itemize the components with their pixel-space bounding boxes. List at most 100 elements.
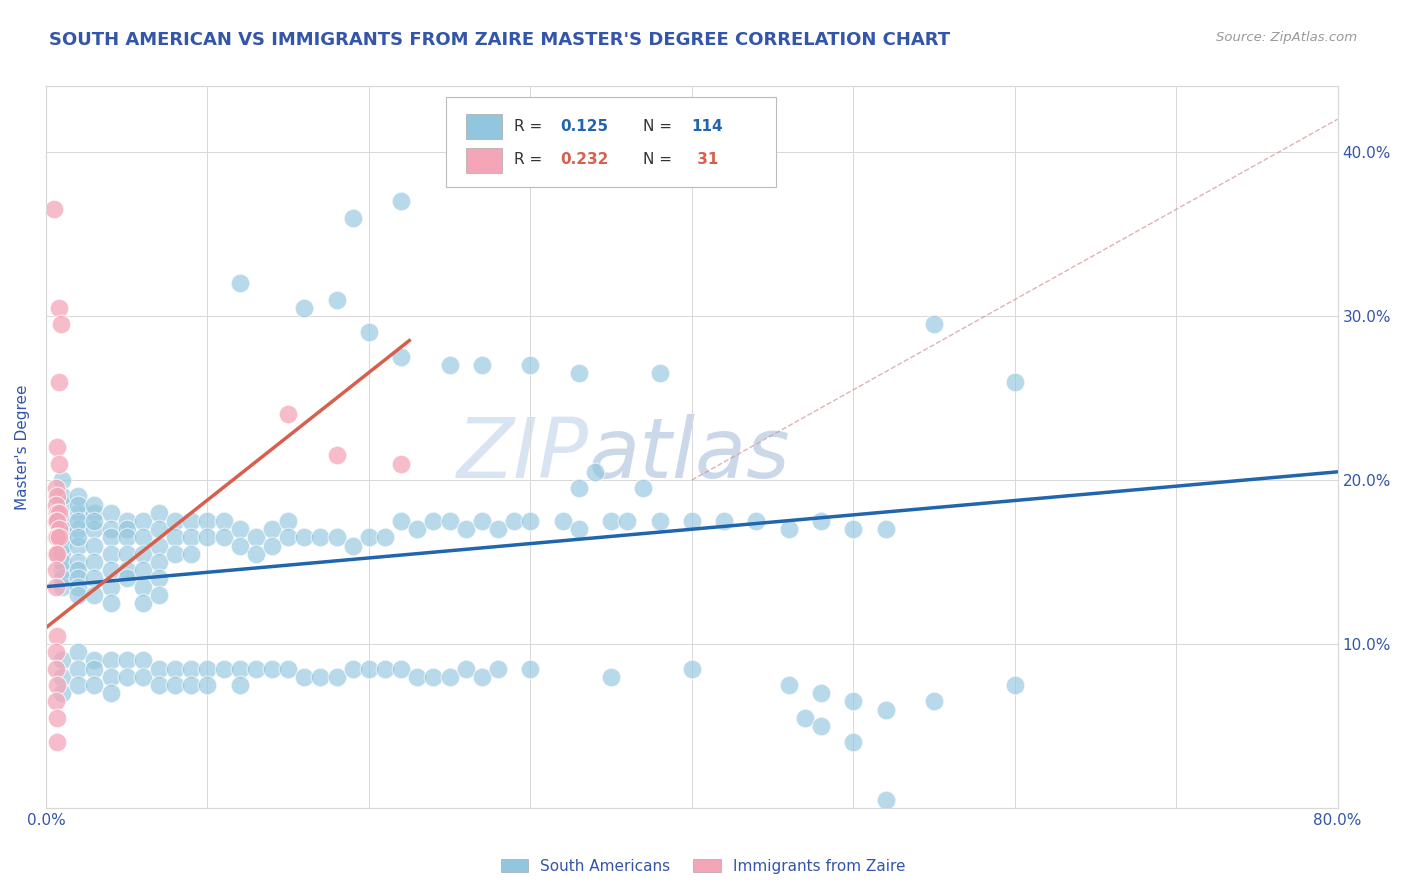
- Point: [100, 547, 122, 561]
- Point: [713, 514, 735, 528]
- Point: [48, 506, 70, 520]
- Point: [67, 506, 90, 520]
- Point: [132, 670, 155, 684]
- Point: [83, 506, 105, 520]
- Point: [197, 662, 219, 676]
- Point: [45, 498, 67, 512]
- Point: [115, 653, 138, 667]
- Point: [374, 662, 396, 676]
- Point: [245, 547, 267, 561]
- Point: [616, 514, 638, 528]
- Point: [503, 514, 526, 528]
- Point: [51, 653, 73, 667]
- Point: [148, 539, 170, 553]
- Point: [51, 539, 73, 553]
- Point: [568, 522, 591, 536]
- Point: [67, 522, 90, 536]
- Point: [83, 588, 105, 602]
- Point: [519, 514, 541, 528]
- Point: [45, 547, 67, 561]
- Point: [48, 457, 70, 471]
- Point: [551, 514, 574, 528]
- Point: [132, 580, 155, 594]
- Point: [132, 514, 155, 528]
- Point: [100, 506, 122, 520]
- Point: [568, 367, 591, 381]
- Point: [519, 358, 541, 372]
- Point: [67, 678, 90, 692]
- Point: [180, 514, 202, 528]
- Point: [1004, 375, 1026, 389]
- Point: [681, 514, 703, 528]
- Point: [277, 514, 299, 528]
- Point: [197, 514, 219, 528]
- Point: [115, 571, 138, 585]
- Point: [67, 555, 90, 569]
- Point: [471, 358, 494, 372]
- Point: [875, 703, 897, 717]
- Point: [148, 522, 170, 536]
- Point: [439, 514, 461, 528]
- Point: [648, 514, 671, 528]
- Point: [212, 531, 235, 545]
- Point: [471, 514, 494, 528]
- Point: [793, 711, 815, 725]
- Point: [1004, 678, 1026, 692]
- Point: [132, 531, 155, 545]
- Point: [277, 408, 299, 422]
- Point: [325, 531, 347, 545]
- Point: [51, 522, 73, 536]
- Point: [45, 481, 67, 495]
- Point: [46, 678, 69, 692]
- FancyBboxPatch shape: [465, 114, 502, 139]
- Point: [51, 547, 73, 561]
- Text: R =: R =: [513, 119, 547, 134]
- Point: [260, 662, 283, 676]
- Point: [875, 522, 897, 536]
- Point: [197, 531, 219, 545]
- Point: [454, 662, 477, 676]
- Point: [406, 670, 429, 684]
- Point: [45, 580, 67, 594]
- Point: [100, 670, 122, 684]
- Point: [778, 522, 800, 536]
- Point: [325, 449, 347, 463]
- Legend: South Americans, Immigrants from Zaire: South Americans, Immigrants from Zaire: [495, 853, 911, 880]
- Point: [486, 662, 509, 676]
- Text: ZIP: ZIP: [457, 414, 589, 495]
- Point: [67, 539, 90, 553]
- Point: [51, 498, 73, 512]
- Point: [48, 375, 70, 389]
- Point: [389, 350, 412, 364]
- Point: [100, 563, 122, 577]
- Text: N =: N =: [643, 119, 676, 134]
- Point: [778, 678, 800, 692]
- Point: [46, 547, 69, 561]
- Point: [439, 358, 461, 372]
- Point: [325, 670, 347, 684]
- Point: [100, 686, 122, 700]
- Point: [342, 662, 364, 676]
- Point: [342, 211, 364, 225]
- Point: [46, 506, 69, 520]
- Point: [51, 670, 73, 684]
- Point: [180, 678, 202, 692]
- Point: [228, 678, 250, 692]
- Point: [197, 678, 219, 692]
- Point: [309, 531, 332, 545]
- Point: [148, 571, 170, 585]
- Point: [45, 514, 67, 528]
- Point: [67, 580, 90, 594]
- Point: [245, 531, 267, 545]
- Point: [51, 473, 73, 487]
- Point: [67, 645, 90, 659]
- Point: [422, 670, 444, 684]
- Point: [292, 531, 315, 545]
- Point: [745, 514, 768, 528]
- Point: [46, 440, 69, 454]
- Point: [100, 596, 122, 610]
- Point: [51, 490, 73, 504]
- Point: [568, 481, 591, 495]
- Point: [357, 326, 380, 340]
- Point: [51, 563, 73, 577]
